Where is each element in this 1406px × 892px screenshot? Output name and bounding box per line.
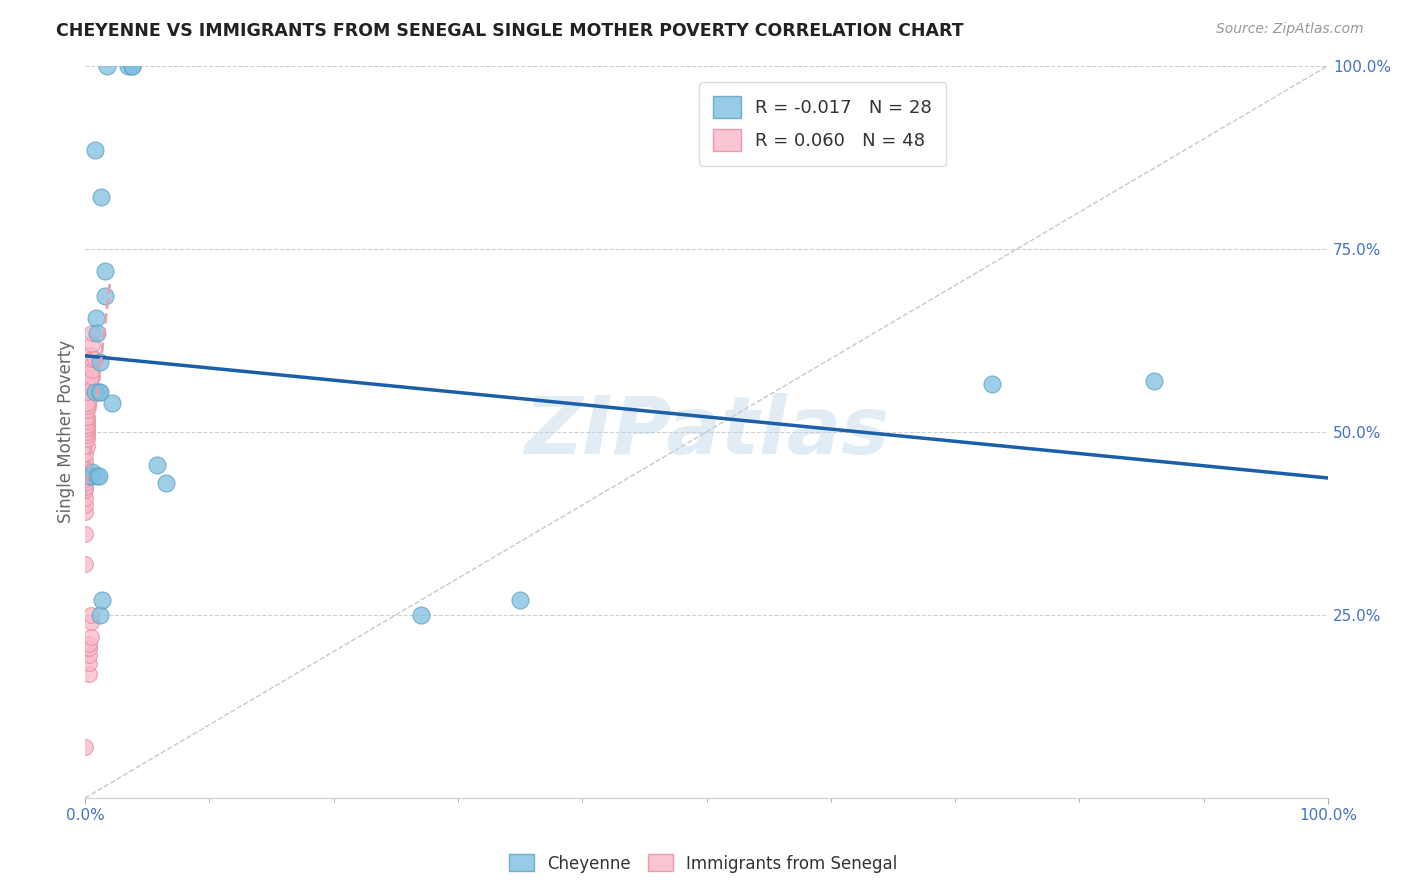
Point (77, 468, 100, 483)
Y-axis label: Single Mother Poverty: Single Mother Poverty (58, 340, 75, 524)
Point (76, 440, 98, 454)
Point (76, 395, 98, 409)
Point (509, 593, 531, 607)
Point (82, 337, 104, 351)
Point (146, 458, 169, 472)
Point (75, 417, 97, 432)
Point (82, 370, 104, 384)
Point (75, 425, 97, 439)
Point (86, 468, 108, 483)
Point (87, 384, 110, 399)
Point (83, 143, 105, 157)
Point (73, 498, 96, 512)
Text: Source: ZipAtlas.com: Source: ZipAtlas.com (1216, 22, 1364, 37)
Point (96, 59, 118, 73)
Point (89, 384, 111, 399)
Point (82, 381, 104, 395)
Point (82, 326, 104, 340)
Point (409, 607, 432, 622)
Point (76, 410, 98, 425)
Point (82, 362, 104, 376)
Point (76, 421, 98, 435)
Point (79, 359, 101, 373)
Point (73, 465, 96, 479)
Point (76, 432, 98, 446)
Point (121, 59, 143, 73)
Point (77, 666, 100, 681)
Point (76, 414, 98, 428)
Text: CHEYENNE VS IMMIGRANTS FROM SENEGAL SINGLE MOTHER POVERTY CORRELATION CHART: CHEYENNE VS IMMIGRANTS FROM SENEGAL SING… (56, 22, 965, 40)
Point (73, 454, 96, 468)
Point (94, 263, 117, 277)
Point (89, 607, 111, 622)
Point (73, 472, 96, 486)
Point (121, 59, 143, 73)
Point (80, 468, 103, 483)
Point (76, 402, 98, 417)
Point (83, 384, 105, 399)
Point (981, 377, 1004, 392)
Text: ZIPatlas: ZIPatlas (524, 392, 889, 471)
Point (73, 447, 96, 461)
Point (86, 326, 108, 340)
Point (76, 425, 98, 439)
Point (77, 656, 100, 670)
Point (73, 461, 96, 475)
Point (73, 527, 96, 541)
Point (76, 374, 98, 388)
Point (76, 417, 98, 432)
Point (76, 399, 98, 413)
Point (101, 395, 124, 409)
Point (82, 351, 104, 366)
Point (1143, 374, 1166, 388)
Point (73, 557, 96, 571)
Point (73, 483, 96, 498)
Point (80, 607, 103, 622)
Point (76, 384, 98, 399)
Point (77, 648, 100, 663)
Point (73, 468, 96, 483)
Point (77, 640, 100, 655)
Point (73, 476, 96, 491)
Point (117, 59, 139, 73)
Point (90, 190, 112, 204)
Point (83, 351, 105, 366)
Point (76, 428, 98, 442)
Point (87, 468, 110, 483)
Point (82, 465, 104, 479)
Legend: R = -0.017   N = 28, R = 0.060   N = 48: R = -0.017 N = 28, R = 0.060 N = 48 (699, 82, 946, 166)
Legend: Cheyenne, Immigrants from Senegal: Cheyenne, Immigrants from Senegal (502, 847, 904, 880)
Point (73, 739, 96, 754)
Point (80, 615, 103, 630)
Point (77, 637, 100, 651)
Point (75, 421, 97, 435)
Point (73, 480, 96, 494)
Point (89, 355, 111, 369)
Point (80, 630, 103, 644)
Point (91, 593, 114, 607)
Point (155, 476, 177, 491)
Point (94, 289, 117, 303)
Point (79, 348, 101, 362)
Point (84, 311, 107, 326)
Point (73, 491, 96, 505)
Point (73, 505, 96, 519)
